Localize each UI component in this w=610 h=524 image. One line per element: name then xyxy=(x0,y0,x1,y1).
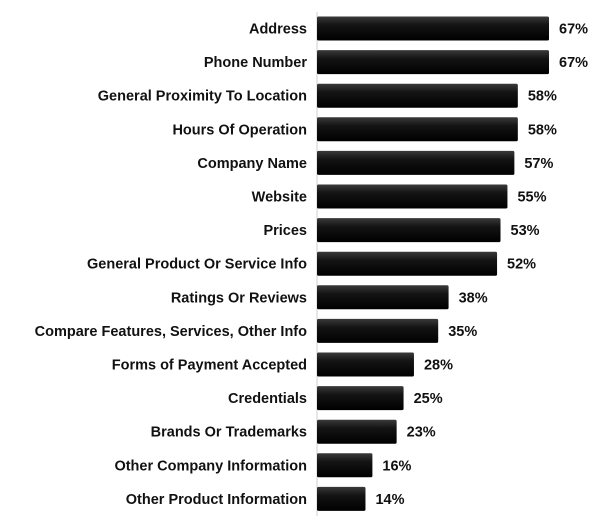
value-label: 67% xyxy=(559,22,588,38)
bar xyxy=(317,453,373,478)
value-label: 23% xyxy=(407,425,436,441)
value-label: 35% xyxy=(448,324,477,340)
value-label: 14% xyxy=(375,492,404,508)
bar xyxy=(317,386,404,411)
category-label: Other Company Information xyxy=(114,458,307,474)
bar xyxy=(317,318,439,343)
value-label: 16% xyxy=(382,458,411,474)
value-label: 55% xyxy=(517,190,546,206)
category-label: Address xyxy=(249,22,307,38)
category-label: Hours Of Operation xyxy=(172,122,307,138)
category-label: Other Product Information xyxy=(126,492,307,508)
bar xyxy=(317,218,501,243)
bar xyxy=(317,419,397,444)
value-label: 67% xyxy=(559,55,588,71)
category-label: Phone Number xyxy=(204,55,307,71)
bar xyxy=(317,285,449,310)
category-label: Credentials xyxy=(228,391,307,407)
value-label: 52% xyxy=(507,257,536,273)
value-label: 25% xyxy=(414,391,443,407)
bar xyxy=(317,83,518,108)
bar xyxy=(317,117,518,142)
bar xyxy=(317,251,498,276)
bar xyxy=(317,352,414,377)
value-label: 58% xyxy=(528,89,557,105)
bar xyxy=(317,184,508,209)
bar xyxy=(317,16,549,41)
bar xyxy=(317,50,549,75)
value-label: 28% xyxy=(424,358,453,374)
value-label: 58% xyxy=(528,122,557,138)
value-label: 53% xyxy=(511,223,540,239)
category-label: Website xyxy=(252,190,307,206)
category-label: Company Name xyxy=(197,156,307,172)
value-label: 38% xyxy=(459,290,488,306)
category-label: General Proximity To Location xyxy=(98,89,307,105)
category-label: Ratings Or Reviews xyxy=(171,290,307,306)
category-label: Brands Or Trademarks xyxy=(151,425,307,441)
bar xyxy=(317,486,366,511)
bar xyxy=(317,150,515,175)
category-label: General Product Or Service Info xyxy=(87,257,307,273)
value-label: 57% xyxy=(524,156,553,172)
category-label: Forms of Payment Accepted xyxy=(112,358,307,374)
category-label: Prices xyxy=(263,223,307,239)
category-label: Compare Features, Services, Other Info xyxy=(35,324,308,340)
